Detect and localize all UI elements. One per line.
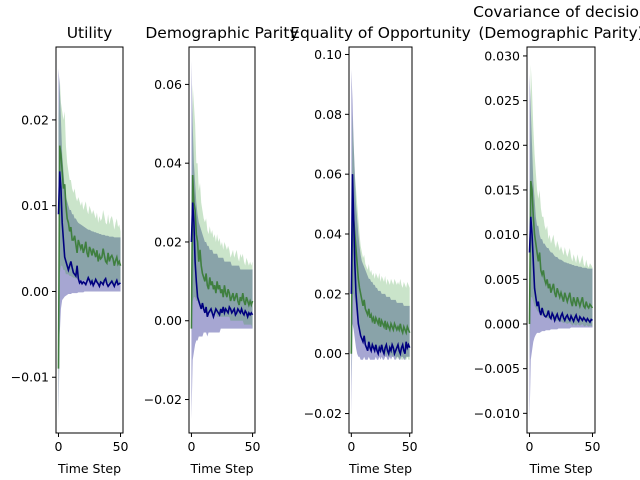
axes-frame	[55, 46, 124, 434]
x-tick-label: 50	[113, 439, 129, 454]
y-tick-label: 0.04	[314, 227, 342, 242]
y-tick-label: 0.010	[484, 227, 520, 242]
y-tick-label: 0.08	[314, 107, 342, 122]
series-band-green	[191, 84, 253, 333]
y-tick-label: 0.10	[314, 47, 342, 62]
series-band-blue	[191, 60, 253, 420]
plot-area	[190, 60, 254, 420]
y-tick-label: 0.04	[154, 156, 182, 171]
x-tick-label: 0	[526, 439, 534, 454]
series-band-blue	[58, 68, 121, 421]
y-tick-label: −0.01	[11, 370, 49, 385]
y-tick-label: 0.02	[21, 112, 49, 127]
subplot-title: Covariance of decision	[473, 3, 640, 21]
y-tick-label: 0.01	[21, 198, 49, 213]
y-tick-label: 0.02	[154, 234, 182, 249]
subplot-1: 0 50 −0.01 0.00 0.01 0.02 Time Step Utility	[11, 24, 129, 476]
y-tick-label: 0.015	[484, 182, 520, 197]
plot-area	[528, 64, 594, 423]
y-tick-label: −0.005	[474, 361, 520, 376]
y-tick-label: 0.005	[484, 272, 520, 287]
x-tick-label: 0	[55, 439, 63, 454]
y-tick-label: 0.06	[154, 77, 182, 92]
subplot-2: 0 50 −0.02 0.00 0.02 0.04 0.06 Time Step Demogra…	[144, 24, 299, 476]
series-line-green	[57, 145, 122, 369]
x-axis-label: Time Step	[348, 461, 412, 476]
y-tick-label: 0.00	[154, 313, 182, 328]
series-line-blue	[190, 202, 254, 320]
y-tick-label: −0.02	[304, 406, 342, 421]
plot-area	[350, 69, 411, 417]
axes-frame	[526, 46, 596, 434]
x-tick-label: 0	[187, 439, 195, 454]
y-tick-label: 0.020	[484, 138, 520, 153]
x-axis-label: Time Step	[189, 461, 253, 476]
series-line-blue	[350, 174, 411, 357]
x-tick-label: 50	[585, 439, 601, 454]
subplot-title: Utility	[67, 24, 113, 42]
subplot-title: (Demographic Parity)	[478, 24, 640, 42]
axes-frame	[188, 46, 256, 434]
x-axis-label: Time Step	[528, 461, 592, 476]
plot-area	[57, 68, 122, 421]
y-tick-label: 0.02	[314, 286, 342, 301]
axes-frame	[348, 46, 413, 434]
y-tick-label: 0.030	[484, 48, 520, 63]
series-band-green	[529, 64, 593, 360]
y-tick-label: −0.02	[144, 392, 182, 407]
series-line-blue	[57, 171, 121, 289]
subplot-title: Equality of Opportunity	[290, 24, 471, 42]
y-tick-label: 0.025	[484, 93, 520, 108]
y-tick-label: −0.010	[474, 406, 520, 421]
y-tick-label: 0.00	[21, 284, 49, 299]
x-tick-label: 50	[402, 439, 418, 454]
series-line-green	[528, 180, 594, 324]
series-line-blue	[528, 216, 593, 324]
y-tick-label: 0.000	[484, 316, 520, 331]
series-line-green	[190, 174, 254, 329]
x-tick-label: 0	[347, 439, 355, 454]
series-line-green	[350, 204, 411, 354]
series-band-blue	[529, 73, 593, 423]
subplot-title: Demographic Parity	[145, 24, 298, 42]
series-band-green	[351, 114, 410, 384]
y-tick-label: 0.06	[314, 167, 342, 182]
y-tick-label: 0.00	[314, 346, 342, 361]
series-band-blue	[351, 69, 410, 417]
x-axis-label: Time Step	[57, 461, 121, 476]
subplot-4: 0 50 −0.010 −0.005 0.000 0.005 0.010 0.015 0.020…	[473, 3, 640, 476]
subplot-3: 0 50 −0.02 0.00 0.02 0.04 0.06 0.08 0.10 Time Ste…	[290, 24, 471, 476]
x-tick-label: 50	[245, 439, 261, 454]
